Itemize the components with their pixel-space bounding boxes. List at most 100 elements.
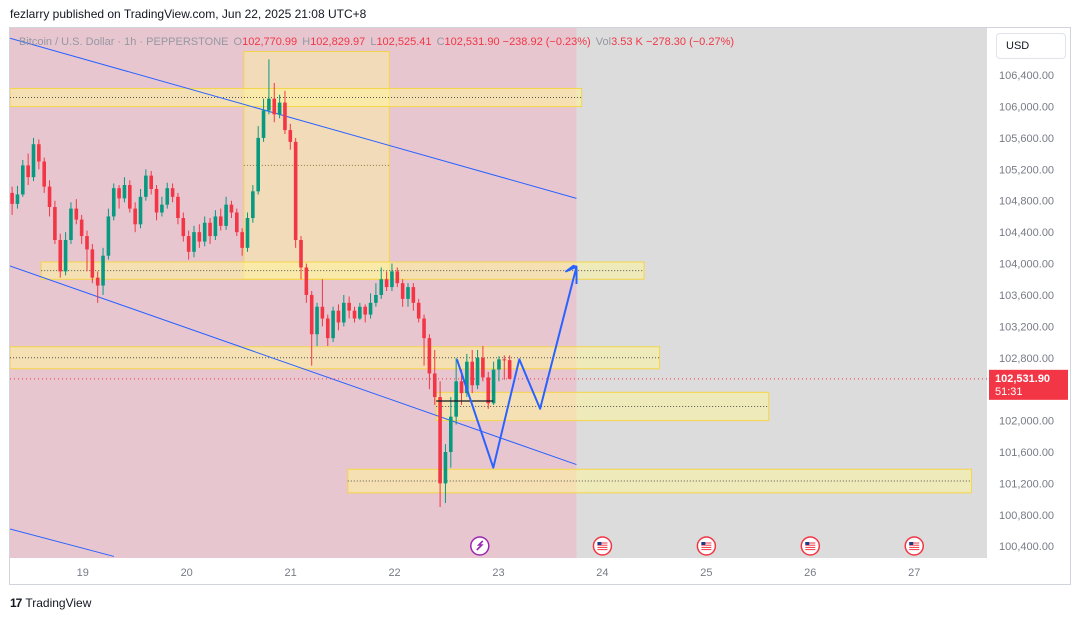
candle-body[interactable] — [395, 271, 400, 284]
candle-body[interactable] — [133, 208, 137, 225]
candle-body[interactable] — [449, 416, 453, 452]
candle-body[interactable] — [58, 240, 63, 272]
candle-body[interactable] — [224, 204, 228, 226]
candle-body[interactable] — [240, 232, 244, 248]
chart-frame[interactable]: 100,400.00 100,800.00 101,200.00 101,600.00… — [9, 27, 1071, 585]
candle-body[interactable] — [170, 188, 175, 197]
candle-body[interactable] — [363, 306, 367, 315]
candle-body[interactable] — [144, 175, 148, 197]
price-axis[interactable] — [987, 28, 1071, 585]
candle-body[interactable] — [272, 98, 277, 115]
candle-body[interactable] — [101, 255, 105, 286]
candle-body[interactable] — [267, 98, 271, 111]
candle-body[interactable] — [438, 397, 442, 484]
candle-body[interactable] — [186, 236, 191, 252]
channel-line-2[interactable] — [10, 528, 115, 557]
candle-body[interactable] — [454, 381, 458, 417]
us-flag-event-icon[interactable] — [800, 536, 821, 556]
candle-body[interactable] — [507, 360, 512, 379]
candle-body[interactable] — [309, 294, 314, 335]
time-axis[interactable] — [10, 558, 987, 585]
candle-body[interactable] — [37, 144, 41, 162]
candle-body[interactable] — [128, 185, 132, 209]
candle-body[interactable] — [304, 267, 309, 295]
candle-body[interactable] — [422, 318, 426, 339]
candle-body[interactable] — [160, 204, 164, 213]
candle-body[interactable] — [74, 208, 79, 220]
sr-zone-3[interactable] — [435, 391, 770, 422]
candle-body[interactable] — [400, 283, 405, 299]
candle-body[interactable] — [10, 192, 14, 204]
candle-body[interactable] — [192, 232, 196, 252]
candle-body[interactable] — [111, 188, 116, 217]
candle-body[interactable] — [95, 277, 100, 286]
candle-body[interactable] — [229, 204, 234, 213]
candle-body[interactable] — [31, 144, 36, 178]
candle-body[interactable] — [406, 287, 410, 299]
candle-body[interactable] — [288, 130, 293, 142]
candle-body[interactable] — [26, 165, 30, 178]
symbol-label[interactable]: Bitcoin / U.S. Dollar · 1h · PEPPERSTONE — [19, 36, 229, 48]
candle-body[interactable] — [63, 240, 68, 272]
candle-body[interactable] — [165, 188, 170, 205]
candle-body[interactable] — [379, 279, 384, 295]
candle-body[interactable] — [384, 279, 389, 288]
candle-body[interactable] — [416, 302, 421, 319]
candle-body[interactable] — [475, 357, 480, 386]
candle-body[interactable] — [21, 165, 25, 195]
candle-body[interactable] — [502, 359, 507, 361]
candle-body[interactable] — [85, 236, 89, 250]
candle-body[interactable] — [342, 302, 346, 323]
candle-body[interactable] — [213, 216, 218, 237]
candle-body[interactable] — [15, 194, 20, 204]
candle-body[interactable] — [138, 196, 143, 225]
candle-body[interactable] — [149, 175, 153, 189]
candle-body[interactable] — [352, 310, 357, 319]
currency-button[interactable]: USD — [996, 33, 1066, 59]
candle-body[interactable] — [486, 377, 491, 404]
chart-canvas[interactable]: 100,400.00 100,800.00 101,200.00 101,600.00… — [10, 28, 1071, 585]
candle-body[interactable] — [368, 302, 373, 315]
projection-path[interactable] — [455, 264, 578, 469]
candle-body[interactable] — [374, 294, 378, 303]
candle-body[interactable] — [432, 373, 437, 398]
candle-body[interactable] — [320, 306, 325, 319]
us-flag-event-icon[interactable] — [696, 536, 717, 556]
candle-body[interactable] — [42, 161, 46, 187]
candle-body[interactable] — [427, 338, 432, 374]
candle-body[interactable] — [176, 196, 180, 219]
candle-body[interactable] — [497, 359, 501, 370]
candle-body[interactable] — [358, 306, 362, 319]
candle-body[interactable] — [181, 218, 186, 237]
candle-body[interactable] — [202, 222, 207, 242]
candle-body[interactable] — [106, 216, 111, 256]
channel-line-0[interactable] — [10, 37, 577, 199]
candle-body[interactable] — [293, 141, 298, 240]
candle-body[interactable] — [459, 381, 464, 394]
candle-body[interactable] — [325, 318, 330, 339]
candle-body[interactable] — [208, 222, 212, 237]
candle-body[interactable] — [336, 310, 341, 323]
candle-body[interactable] — [277, 102, 282, 115]
candle-body[interactable] — [411, 287, 416, 303]
candle-body[interactable] — [245, 218, 250, 248]
candle-body[interactable] — [122, 185, 127, 199]
candle-body[interactable] — [90, 249, 95, 278]
candle-body[interactable] — [53, 207, 57, 240]
candle-body[interactable] — [154, 188, 159, 213]
candle-body[interactable] — [331, 310, 335, 339]
candle-body[interactable] — [443, 452, 448, 484]
candle-body[interactable] — [465, 361, 469, 394]
candle-body[interactable] — [347, 302, 351, 311]
us-flag-event-icon[interactable] — [904, 536, 924, 556]
candle-body[interactable] — [251, 191, 255, 219]
candle-body[interactable] — [491, 369, 496, 404]
candle-body[interactable] — [47, 186, 52, 208]
candle-body[interactable] — [218, 216, 223, 226]
candle-body[interactable] — [197, 232, 202, 242]
candle-body[interactable] — [79, 219, 84, 237]
candle-body[interactable] — [117, 188, 121, 199]
candle-body[interactable] — [470, 361, 474, 386]
candle-body[interactable] — [261, 110, 266, 138]
us-flag-event-icon[interactable] — [592, 536, 613, 556]
